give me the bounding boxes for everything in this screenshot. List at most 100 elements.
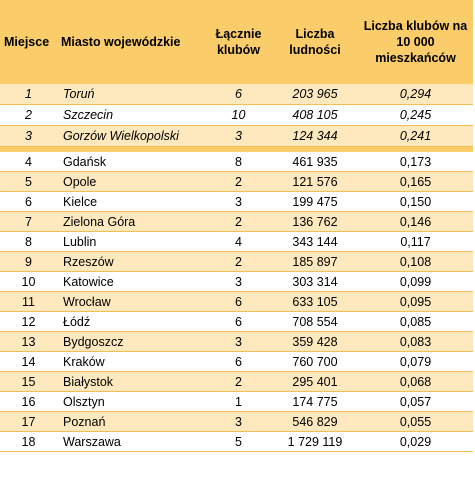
city-cell: Szczecin (57, 104, 205, 126)
city-cell: Opole (57, 171, 205, 192)
podium-separator (0, 146, 473, 152)
clubs-cell: 2 (205, 171, 272, 192)
city-cell: Łódź (57, 311, 205, 332)
place-cell: 4 (0, 152, 57, 172)
place-cell: 15 (0, 371, 57, 392)
city-cell: Rzeszów (57, 251, 205, 272)
population-cell: 633 105 (272, 291, 358, 312)
city-cell: Gdańsk (57, 152, 205, 172)
podium-row: 3 Gorzów Wielkopolski 3 124 344 0,241 (0, 125, 473, 147)
place-cell: 2 (0, 104, 57, 126)
population-cell: 295 401 (272, 371, 358, 392)
population-cell: 760 700 (272, 351, 358, 372)
place-cell: 9 (0, 251, 57, 272)
table-row: 7 Zielona Góra 2 136 762 0,146 (0, 211, 473, 232)
population-cell: 185 897 (272, 251, 358, 272)
population-cell: 203 965 (272, 84, 358, 105)
clubs-cell: 6 (205, 311, 272, 332)
table-row: 14 Kraków 6 760 700 0,079 (0, 351, 473, 372)
ratio-cell: 0,083 (358, 331, 473, 352)
table-header: Miejsce Miasto wojewódzkie Łącznie klubó… (0, 0, 473, 84)
population-cell: 343 144 (272, 231, 358, 252)
table-body: 1 Toruń 6 203 965 0,294 2 Szczecin 10 40… (0, 84, 473, 452)
clubs-cell: 2 (205, 371, 272, 392)
header-city: Miasto wojewódzkie (57, 0, 205, 84)
header-ratio: Liczba klubów na 10 000 mieszkańców (358, 0, 473, 84)
ratio-cell: 0,165 (358, 171, 473, 192)
header-clubs: Łącznie klubów (205, 0, 272, 84)
place-cell: 17 (0, 411, 57, 432)
ratio-cell: 0,108 (358, 251, 473, 272)
ratio-cell: 0,085 (358, 311, 473, 332)
clubs-cell: 3 (205, 411, 272, 432)
city-cell: Poznań (57, 411, 205, 432)
podium-row: 1 Toruń 6 203 965 0,294 (0, 84, 473, 105)
city-cell: Białystok (57, 371, 205, 392)
place-cell: 10 (0, 271, 57, 292)
city-cell: Wrocław (57, 291, 205, 312)
city-cell: Kraków (57, 351, 205, 372)
ratio-cell: 0,057 (358, 391, 473, 412)
ratio-cell: 0,146 (358, 211, 473, 232)
podium-row: 2 Szczecin 10 408 105 0,245 (0, 104, 473, 126)
table-row: 10 Katowice 3 303 314 0,099 (0, 271, 473, 292)
clubs-cell: 6 (205, 351, 272, 372)
population-cell: 303 314 (272, 271, 358, 292)
clubs-cell: 3 (205, 331, 272, 352)
ratio-cell: 0,173 (358, 152, 473, 172)
ratio-cell: 0,099 (358, 271, 473, 292)
place-cell: 7 (0, 211, 57, 232)
city-cell: Kielce (57, 191, 205, 212)
population-cell: 174 775 (272, 391, 358, 412)
ratio-cell: 0,095 (358, 291, 473, 312)
clubs-cell: 2 (205, 211, 272, 232)
city-cell: Katowice (57, 271, 205, 292)
ratio-cell: 0,079 (358, 351, 473, 372)
place-cell: 8 (0, 231, 57, 252)
city-cell: Zielona Góra (57, 211, 205, 232)
header-place: Miejsce (0, 0, 57, 84)
population-cell: 136 762 (272, 211, 358, 232)
separator-bar (0, 146, 473, 152)
clubs-cell: 2 (205, 251, 272, 272)
table-row: 13 Bydgoszcz 3 359 428 0,083 (0, 331, 473, 352)
place-cell: 3 (0, 125, 57, 147)
ratio-cell: 0,245 (358, 104, 473, 126)
population-cell: 124 344 (272, 125, 358, 147)
ratio-cell: 0,241 (358, 125, 473, 147)
ratio-cell: 0,150 (358, 191, 473, 212)
city-cell: Bydgoszcz (57, 331, 205, 352)
ratio-cell: 0,294 (358, 84, 473, 105)
population-cell: 121 576 (272, 171, 358, 192)
header-population: Liczba ludności (272, 0, 358, 84)
table-row: 9 Rzeszów 2 185 897 0,108 (0, 251, 473, 272)
table-row: 18 Warszawa 5 1 729 119 0,029 (0, 431, 473, 452)
table-row: 6 Kielce 3 199 475 0,150 (0, 191, 473, 212)
population-cell: 199 475 (272, 191, 358, 212)
clubs-cell: 4 (205, 231, 272, 252)
population-cell: 461 935 (272, 152, 358, 172)
population-cell: 708 554 (272, 311, 358, 332)
clubs-cell: 1 (205, 391, 272, 412)
city-cell: Lublin (57, 231, 205, 252)
table-row: 15 Białystok 2 295 401 0,068 (0, 371, 473, 392)
population-cell: 546 829 (272, 411, 358, 432)
table-row: 11 Wrocław 6 633 105 0,095 (0, 291, 473, 312)
population-cell: 408 105 (272, 104, 358, 126)
city-cell: Olsztyn (57, 391, 205, 412)
header-row: Miejsce Miasto wojewódzkie Łącznie klubó… (0, 0, 473, 84)
place-cell: 13 (0, 331, 57, 352)
clubs-cell: 5 (205, 431, 272, 452)
clubs-cell: 6 (205, 84, 272, 105)
place-cell: 16 (0, 391, 57, 412)
clubs-cell: 8 (205, 152, 272, 172)
table-row: 5 Opole 2 121 576 0,165 (0, 171, 473, 192)
clubs-cell: 3 (205, 191, 272, 212)
place-cell: 5 (0, 171, 57, 192)
population-cell: 359 428 (272, 331, 358, 352)
ratio-cell: 0,117 (358, 231, 473, 252)
clubs-cell: 10 (205, 104, 272, 126)
table-row: 16 Olsztyn 1 174 775 0,057 (0, 391, 473, 412)
table-row: 17 Poznań 3 546 829 0,055 (0, 411, 473, 432)
ranking-table: Miejsce Miasto wojewódzkie Łącznie klubó… (0, 0, 473, 452)
